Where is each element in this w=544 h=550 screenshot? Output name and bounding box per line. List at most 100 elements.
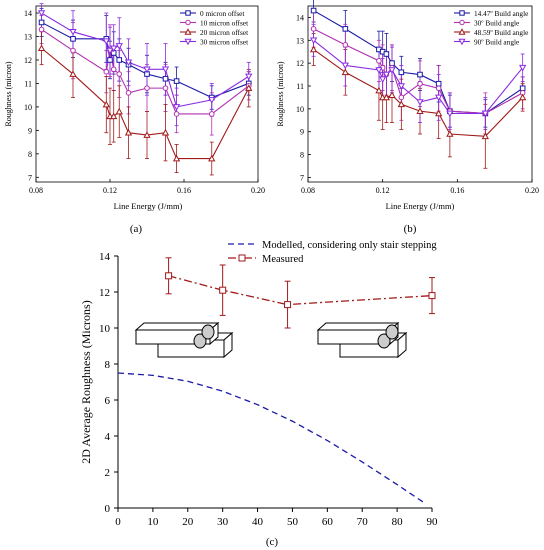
panel-c-xtick-label: 40 xyxy=(252,516,264,528)
panel-c-xtick-label: 0 xyxy=(115,516,121,528)
panel-a-legend-marker xyxy=(184,28,192,35)
panel-b-data-point xyxy=(389,60,395,66)
panel-b-data-point xyxy=(519,85,526,92)
panel-b-data-point xyxy=(383,51,390,57)
panel-b-series-line-1 xyxy=(313,28,523,114)
panel-a-label: (a) xyxy=(130,223,143,235)
panel-a-series-line-3 xyxy=(41,12,250,108)
panel-a-data-point xyxy=(245,84,253,91)
panel-a-data-point xyxy=(102,38,110,46)
panel-a-ytick-label: 9 xyxy=(28,126,32,135)
panel-b-legend-label: 30º Build angle xyxy=(474,18,519,27)
panel-a-data-point xyxy=(172,104,181,111)
panel-b-ytick-label: 7 xyxy=(300,173,304,182)
panel-b-series-line-3 xyxy=(313,39,524,114)
panel-a-data-point xyxy=(69,70,77,77)
panel-b-legend-marker xyxy=(458,28,466,35)
panel-b-data-point xyxy=(382,93,391,101)
panel-a: 0.08 0.12 0.16 0.20 7 8 9 10 11 12 13 14 Roughness … xyxy=(4,3,265,235)
panel-b-ytick-label: 8 xyxy=(300,151,304,160)
panel-a-legend-label: 20 micron offset xyxy=(200,28,248,37)
stair-stepping-illustration-left xyxy=(134,321,234,359)
panel-c-ytick-label: 2 xyxy=(105,467,111,479)
panel-b-series-line-2 xyxy=(313,48,524,137)
panel-b-data-point xyxy=(435,85,442,92)
panel-b-data-point xyxy=(375,86,383,94)
panel-b-data-point xyxy=(310,26,317,32)
panel-a-data-point xyxy=(143,131,151,138)
panel-b-data-point xyxy=(375,67,383,74)
panel-a-data-point xyxy=(208,97,216,104)
panel-a-lines xyxy=(41,12,250,160)
panel-c-data-point xyxy=(165,272,173,280)
panel-b-data-point xyxy=(519,93,527,101)
panel-a-legend-label: 10 micron offset xyxy=(200,18,248,27)
panel-a-xtick-label: 0.12 xyxy=(103,186,117,195)
panel-b-data-point xyxy=(388,91,396,98)
panel-a-data-point xyxy=(161,66,170,74)
panel-b-xtick-label: 0.08 xyxy=(301,186,315,195)
panel-a-xtick-label: 0.16 xyxy=(177,186,191,195)
panel-b-data-point xyxy=(481,110,489,118)
panel-b-legend-marker xyxy=(459,10,465,16)
panel-a-data-point xyxy=(115,107,123,115)
panel-c-ticks xyxy=(114,255,433,512)
panel-a-legend-label: 30 micron offset xyxy=(200,37,248,46)
panel-b-ytick-label: 9 xyxy=(300,128,304,137)
panel-b-ytick-label: 14 xyxy=(296,13,304,22)
panel-b-ylabel: Roughness (micron) xyxy=(276,61,285,126)
panel-a-data-point xyxy=(245,73,253,81)
panel-b-ytick-label: 12 xyxy=(296,59,304,68)
panel-b-grid-ticks xyxy=(307,17,533,182)
panel-a-data-point xyxy=(103,68,110,75)
panel-b-data-point xyxy=(310,7,317,14)
panel-a-data-point xyxy=(38,26,45,33)
panel-b-legend-marker xyxy=(458,38,466,46)
panel-b-ytick-label: 11 xyxy=(296,82,304,91)
panel-b-data-point xyxy=(519,64,527,72)
panel-a-data-point xyxy=(70,47,76,54)
panel-a-data-point xyxy=(162,75,169,82)
panel-c-series-line-0 xyxy=(117,372,426,504)
panel-a-data-point xyxy=(208,154,216,162)
panel-c-legend-label: Modelled, considering only stair steppin… xyxy=(262,240,437,251)
panel-b-data-point xyxy=(416,107,424,114)
panel-b-data-point xyxy=(379,76,387,83)
panel-c-legend: Modelled, considering only stair steppin… xyxy=(228,240,437,265)
panel-a-data-point xyxy=(143,66,151,74)
panel-b-data-point xyxy=(417,80,423,87)
panel-c-lines xyxy=(117,275,433,504)
panel-b-data-point xyxy=(388,67,396,74)
panel-b-data-point xyxy=(342,26,349,32)
panel-c-xtick-label: 20 xyxy=(182,516,194,528)
panel-b-plot-frame xyxy=(307,5,533,183)
panel-c-legend-label: Measured xyxy=(262,254,304,265)
panel-b-data-point xyxy=(435,109,443,117)
panel-c-ytick-label: 12 xyxy=(99,287,110,299)
panel-c-xtick-label: 80 xyxy=(392,516,404,528)
panel-c-legend-marker xyxy=(238,254,246,262)
panel-a-data-point xyxy=(115,43,123,50)
panel-a-tick-labels: 0.08 0.12 0.16 0.20 7 8 9 10 11 12 13 14 xyxy=(24,9,265,195)
panel-a-ytick-label: 10 xyxy=(24,103,32,112)
panel-a-ylabel: Roughness (micron) xyxy=(4,61,13,126)
panel-c-xtick-label: 30 xyxy=(217,516,229,528)
panel-b-markers xyxy=(309,7,527,140)
panel-b-data-point xyxy=(309,37,318,45)
panel-b-ytick-label: 10 xyxy=(296,105,304,114)
panel-c-xtick-label: 60 xyxy=(322,516,334,528)
panel-c-tick-labels: 0 10 20 30 40 50 60 70 80 90 0 2 4 6 8 10 12 14 xyxy=(99,251,438,528)
panel-a-xtick-label: 0.08 xyxy=(29,186,43,195)
panel-c-ytick-label: 10 xyxy=(99,323,111,335)
panel-b: 0.08 0.12 0.16 0.20 7 8 9 10 11 12 13 14 Roughness … xyxy=(276,0,539,235)
panel-b-data-point xyxy=(435,80,442,87)
panel-c-ylabel: 2D Average Roughness (Microns) xyxy=(79,300,93,463)
panel-a-data-point xyxy=(124,128,133,136)
panel-b-data-point xyxy=(376,58,382,64)
panel-c: 0 10 20 30 40 50 60 70 80 90 0 2 4 6 8 10 12 14 2D Averag… xyxy=(79,240,438,548)
panel-b-data-point xyxy=(397,83,405,90)
panel-a-ytick-label: 8 xyxy=(28,150,32,159)
panel-a-data-point xyxy=(208,111,215,117)
panel-a-ytick-label: 12 xyxy=(24,56,32,65)
